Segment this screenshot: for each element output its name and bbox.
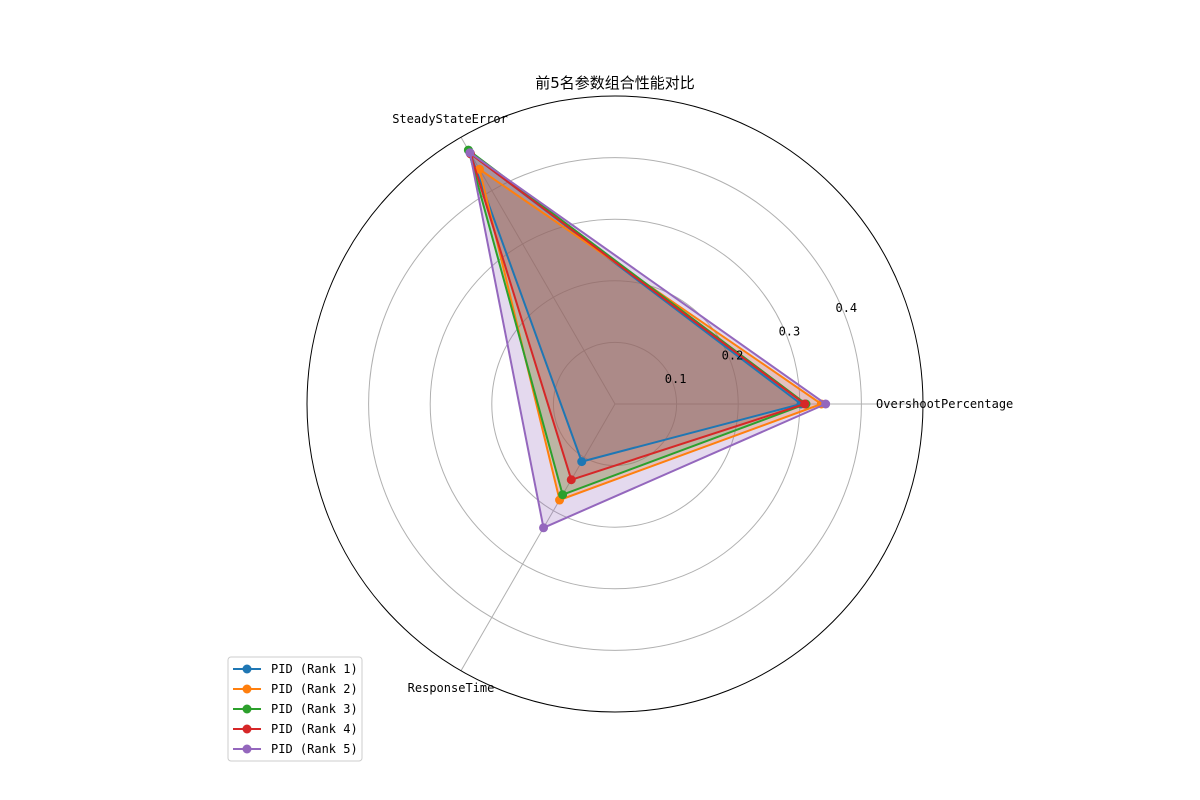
radial-tick-labels: 0.1 0.2 0.3 0.4 xyxy=(665,301,857,386)
series-point xyxy=(558,490,568,500)
legend-label: PID (Rank 2) xyxy=(271,682,358,696)
radial-tick-label: 0.4 xyxy=(835,301,857,315)
legend-label: PID (Rank 4) xyxy=(271,722,358,736)
series-point xyxy=(821,399,831,409)
legend-swatch-marker xyxy=(242,664,252,674)
series-point xyxy=(577,457,587,467)
outer-frame xyxy=(306,95,924,713)
legend-label: PID (Rank 5) xyxy=(271,742,358,756)
legend-swatch-marker xyxy=(242,684,252,694)
radial-tick-label: 0.2 xyxy=(722,348,744,362)
legend-swatch-marker xyxy=(242,744,252,754)
series-point xyxy=(539,523,549,533)
series-line xyxy=(468,151,827,529)
legend-frame xyxy=(227,656,363,762)
axis-label-overshoot: OvershootPercentage xyxy=(876,397,1013,411)
series-line xyxy=(469,152,806,481)
series-point xyxy=(566,475,576,485)
series-point xyxy=(474,164,484,174)
radial-tick-label: 0.3 xyxy=(779,325,801,339)
spoke-line xyxy=(460,137,616,405)
series-fill xyxy=(470,153,805,480)
legend-swatch-marker xyxy=(242,704,252,714)
legend: PID (Rank 1) PID (Rank 2) PID (Rank 3) PID … xyxy=(227,656,363,762)
series-point xyxy=(800,399,810,409)
axis-label-steady-state-error: SteadyStateError xyxy=(392,112,508,126)
radar-series xyxy=(463,145,831,533)
chart-title: 前5名参数组合性能对比 xyxy=(535,74,695,92)
legend-label: PID (Rank 3) xyxy=(271,702,358,716)
series-point xyxy=(465,148,475,158)
legend-swatch-marker xyxy=(242,724,252,734)
series-fill xyxy=(468,150,806,495)
series-fill xyxy=(469,152,826,528)
radial-tick-label: 0.1 xyxy=(665,372,687,386)
axis-label-response-time: ResponseTime xyxy=(408,681,495,695)
spoke-line xyxy=(460,403,616,671)
series-line xyxy=(467,149,807,496)
series-fill xyxy=(470,153,801,462)
legend-label: PID (Rank 1) xyxy=(271,662,358,676)
legend-items: PID (Rank 1) PID (Rank 2) PID (Rank 3) PID … xyxy=(233,662,358,756)
